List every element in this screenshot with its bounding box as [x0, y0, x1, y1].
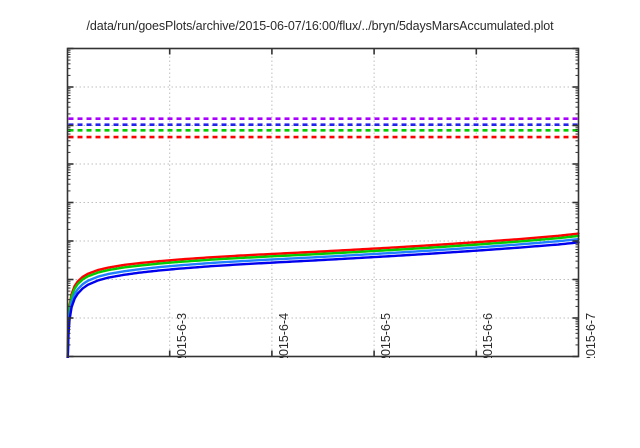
accumulated-dose-green	[66, 234, 580, 364]
accumulated-dose-blue	[66, 241, 580, 370]
plot-clip-mask	[0, 0, 66, 448]
page-title: /data/run/goesPlots/archive/2015-06-07/1…	[86, 19, 554, 33]
plot-clip-mask	[0, 358, 640, 448]
accumulated-dose-red	[66, 232, 580, 362]
accumulated-dose-lightblue	[66, 237, 580, 367]
